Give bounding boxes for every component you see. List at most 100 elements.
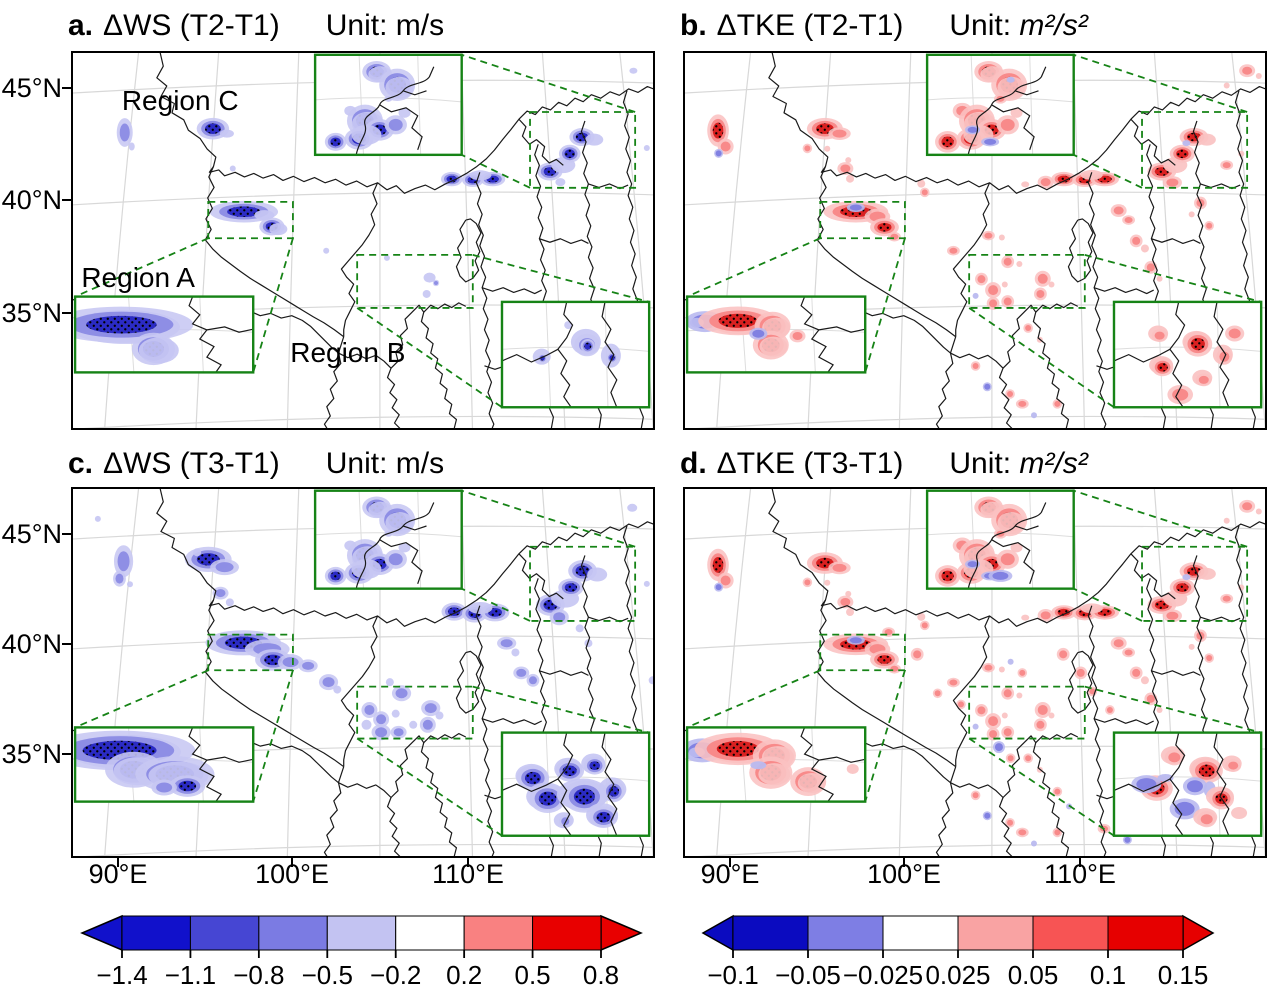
region-C-inset-frame — [925, 53, 1075, 157]
colorbar-tke-segment — [807, 915, 884, 951]
panel-a-title: a. ΔWS (T2-T1) Unit: m/s — [68, 6, 444, 46]
colorbar-ws-right-arrow — [600, 914, 643, 952]
panel-a-map: Region C Region A Region B — [71, 51, 655, 430]
panel-d-unit: m²/s² — [1019, 447, 1088, 480]
panel-a-boundaries — [71, 51, 655, 430]
colorbar-tke-segment — [957, 915, 1034, 951]
region-C-connector — [461, 587, 531, 622]
panel-c-label: c. — [68, 447, 94, 480]
region-B-inset-frame — [500, 731, 651, 837]
region-B-inset-frame — [500, 300, 651, 409]
lat-tick-mark — [62, 753, 71, 755]
region-C-connector — [461, 489, 636, 548]
region-C-inset — [313, 53, 463, 157]
panel-c-frame — [71, 487, 655, 858]
colorbar-tke-tick-label: −0.05 — [775, 960, 841, 988]
panel-b-variable: ΔTKE (T2-T1) — [716, 9, 904, 42]
colorbar-ws-segment — [121, 915, 191, 951]
region-A-source-box — [207, 200, 294, 240]
panel-d-label: d. — [680, 447, 707, 480]
region-A-connector — [74, 237, 209, 298]
region-label: Region B — [290, 337, 405, 368]
lat-tick-label-35°N: 35°N — [1, 298, 62, 328]
region-B-connector — [356, 737, 503, 837]
region-C-source-box — [1141, 545, 1249, 622]
region-B-connector — [356, 307, 503, 409]
panel-b-boundaries — [683, 51, 1267, 430]
region-A-connector — [252, 237, 294, 373]
region-label: Region A — [81, 262, 195, 293]
colorbar-tke-segment — [882, 915, 959, 951]
lat-tick-mark — [62, 87, 71, 89]
panel-d-map — [683, 487, 1267, 858]
panel-d-anomaly-field — [707, 499, 1262, 847]
colorbar-tke-tick-label: 0.1 — [1090, 960, 1126, 988]
panel-b-label: b. — [680, 9, 707, 42]
panel-a-label: a. — [68, 9, 94, 42]
lon-tick-mark — [467, 858, 469, 867]
region-A-source-box — [819, 633, 906, 672]
lon-tick-mark — [291, 858, 293, 867]
region-B-connector — [472, 685, 650, 734]
lon-tick-mark — [117, 858, 119, 867]
lat-tick-label-45°N: 45°N — [1, 519, 62, 549]
panel-c-title: c. ΔWS (T3-T1) Unit: m/s — [68, 444, 444, 484]
region-B-connector — [472, 254, 650, 303]
region-A-inset — [73, 295, 255, 374]
panel-b-title: b. ΔTKE (T2-T1) Unit: m²/s² — [680, 6, 1088, 46]
region-A-connector — [686, 669, 821, 729]
region-B-connector — [1084, 254, 1262, 303]
region-B-connector — [968, 307, 1115, 409]
panel-b-unit: m²/s² — [1019, 9, 1088, 42]
region-B-connector — [968, 737, 1115, 837]
region-C-connector — [1073, 53, 1248, 113]
colorbar-ws-segment — [532, 915, 602, 951]
lat-tick-label-40°N: 40°N — [1, 185, 62, 215]
lat-tick-label-45°N: 45°N — [1, 73, 62, 103]
colorbar-tke-tick-label: −0.025 — [843, 960, 923, 988]
region-label: Region C — [122, 85, 239, 116]
colorbar-tke: −0.1 −0.05 −0.025 0.025 0.05 0.1 0.15 — [690, 912, 1270, 989]
colorbar-tke-tick-label: −0.1 — [707, 960, 758, 988]
region-C-connector — [461, 53, 636, 113]
region-C-inset-frame — [925, 489, 1075, 590]
colorbar-ws-tick-label: −1.1 — [165, 960, 216, 988]
panel-d-unit-label: Unit: — [949, 447, 1012, 480]
region-B-inset — [1112, 731, 1263, 837]
panel-b-unit-label: Unit: — [949, 9, 1012, 42]
region-B-inset-frame — [1112, 731, 1263, 837]
panel-b-source-boxes — [686, 53, 1262, 409]
panel-a-frame — [71, 51, 655, 430]
region-C-inset-frame — [313, 53, 463, 157]
region-C-connector — [1073, 489, 1248, 548]
region-B-inset — [1112, 300, 1263, 409]
panel-d-frame — [683, 487, 1267, 858]
region-B-inset — [500, 300, 651, 409]
lon-tick-mark — [1079, 858, 1081, 867]
colorbar-ws-segment — [326, 915, 397, 951]
region-A-source-box — [819, 200, 906, 240]
colorbar-ws-tick-label: 0.8 — [583, 960, 619, 988]
region-A-connector — [864, 670, 906, 802]
region-A-inset-frame — [73, 295, 255, 374]
panel-a-variable: ΔWS (T2-T1) — [103, 9, 280, 42]
colorbar-ws-left-arrow — [80, 914, 123, 952]
region-A-source-box — [207, 633, 294, 672]
panel-c-canvas — [71, 487, 657, 858]
lon-tick-mark — [903, 858, 905, 867]
lat-tick-mark — [62, 312, 71, 314]
region-C-source-box — [529, 545, 637, 622]
region-A-inset-frame — [685, 295, 867, 374]
region-C-connector — [1073, 154, 1143, 189]
lat-tick-label-35°N: 35°N — [1, 739, 62, 769]
colorbar-ws-tick-label: −0.8 — [233, 960, 284, 988]
lon-tick-mark — [729, 858, 731, 867]
region-A-inset — [73, 726, 255, 803]
colorbar-ws-segment — [463, 915, 534, 951]
colorbar-tke-right-arrow — [1182, 914, 1215, 952]
colorbar-tke-segment — [1032, 915, 1109, 951]
panel-a-unit-label: Unit: — [325, 9, 388, 42]
colorbar-ws-tick-label: −0.5 — [302, 960, 353, 988]
colorbar-tke-tick-label: 0.05 — [1008, 960, 1059, 988]
